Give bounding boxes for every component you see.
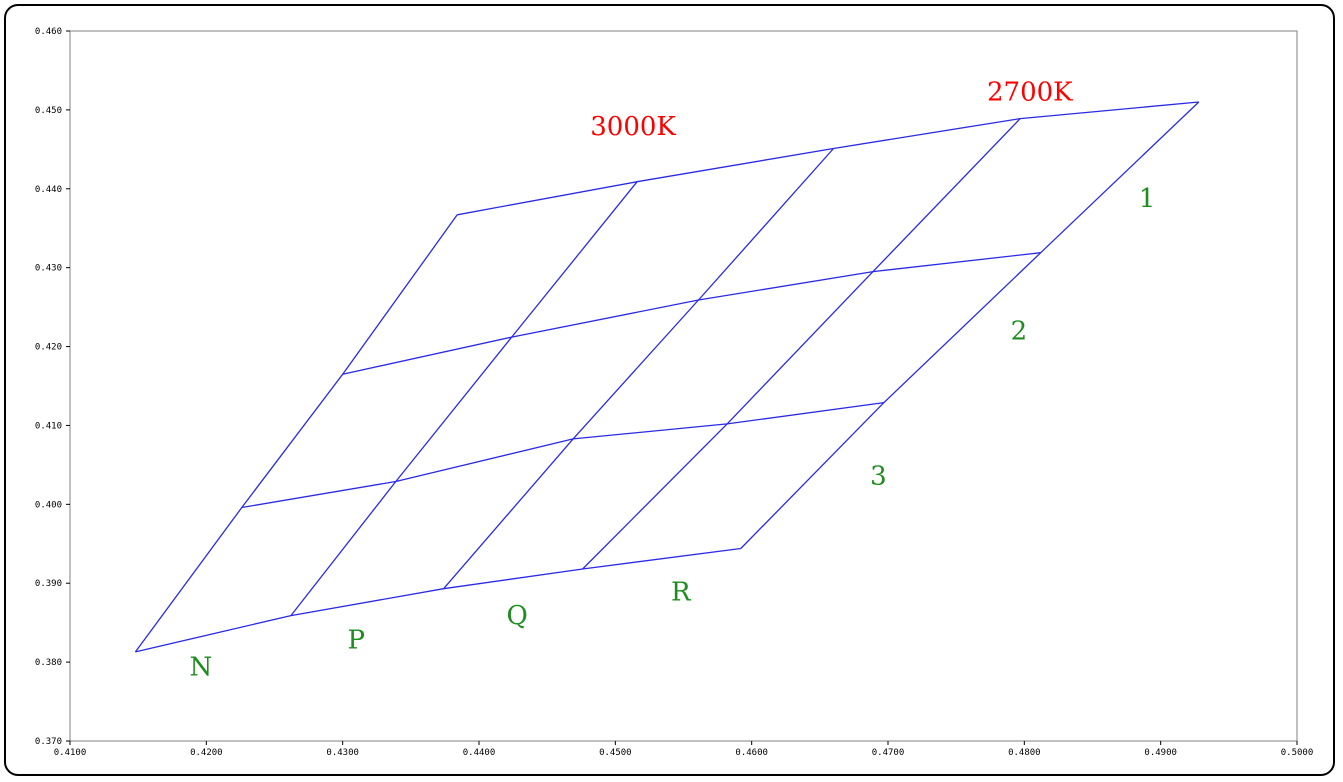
x-tick-label: 0.4900 (1144, 748, 1177, 758)
x-tick-label: 0.4700 (872, 748, 905, 758)
x-tick-label: 0.4300 (326, 748, 359, 758)
x-tick-label: 0.5000 (1281, 748, 1314, 758)
plot-area-border (69, 30, 1298, 742)
y-tick-label: 0.380 (35, 658, 62, 668)
annotation-3: 3 (870, 462, 887, 492)
x-tick-label: 0.4100 (54, 748, 87, 758)
annotation-2: 2 (1011, 316, 1028, 346)
annotation-3000k: 3000K (590, 112, 676, 142)
x-tick-label: 0.4800 (1008, 748, 1041, 758)
series-line-6 (443, 148, 834, 590)
annotations: 3000K 2700K 1 2 3 N P Q R (190, 77, 1156, 682)
series-line-4 (134, 214, 458, 653)
annotation-1: 1 (1139, 184, 1156, 214)
x-tick-label: 0.4200 (190, 748, 223, 758)
y-tick-label: 0.460 (35, 27, 62, 37)
y-tick-label: 0.440 (35, 185, 62, 195)
series-line-5 (290, 181, 638, 617)
chart-frame (4, 4, 1335, 776)
x-tick-label: 0.4600 (735, 748, 768, 758)
series-line-3 (457, 101, 1199, 216)
series-line-0 (135, 547, 741, 653)
series-line-2 (342, 252, 1041, 375)
y-tick-label: 0.420 (35, 343, 62, 353)
y-tick-label: 0.400 (35, 500, 62, 510)
x-tick-label: 0.4500 (599, 748, 632, 758)
annotation-2700k: 2700K (987, 77, 1073, 107)
series-line-1 (241, 401, 884, 509)
y-tick-label: 0.370 (35, 737, 62, 747)
annotation-q: Q (507, 601, 528, 631)
annotation-p: P (348, 626, 366, 656)
annotation-r: R (671, 578, 692, 608)
axes: 0.4100 0.4200 0.4300 0.4400 0.4500 0.4600 0.47… (35, 27, 1313, 758)
y-tick-label: 0.450 (35, 106, 62, 116)
y-tick-label: 0.390 (35, 579, 62, 589)
series-line-7 (582, 118, 1021, 570)
series-line-8 (740, 101, 1200, 549)
x-tick-label: 0.4400 (463, 748, 496, 758)
y-tick-label: 0.410 (35, 421, 62, 431)
series-lines (134, 101, 1200, 653)
y-tick-label: 0.430 (35, 264, 62, 274)
annotation-n: N (190, 653, 213, 683)
